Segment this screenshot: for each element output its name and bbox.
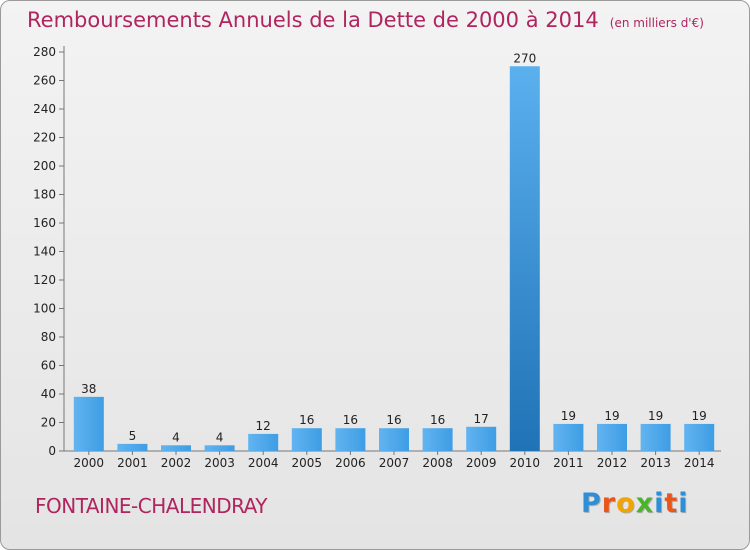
y-tick-label: 120: [33, 273, 56, 287]
bar-value-label: 16: [430, 413, 445, 427]
chart-axes: 0 20 40 60 80 100 120 140 160 180 200 220 240 260 280 2…: [33, 45, 721, 470]
logo-letter: P: [581, 488, 602, 519]
x-tick-label: 2013: [640, 456, 671, 470]
y-tick-label: 280: [33, 45, 56, 59]
bar-2004[interactable]: [248, 433, 279, 451]
bar-value-label: 17: [474, 412, 489, 426]
bar-value-label: 16: [299, 413, 314, 427]
bar-value-label: 4: [216, 430, 224, 444]
y-tick-label: 140: [33, 245, 56, 259]
bar-2002[interactable]: [161, 445, 191, 451]
logo-letter: r: [601, 488, 617, 519]
y-tick-label: 40: [41, 387, 56, 401]
y-tick-label: 160: [33, 216, 56, 230]
chart-unit: (en milliers d'€): [609, 16, 704, 30]
bar-2010[interactable]: [509, 66, 540, 451]
chart-labels: 38 5 4 4 12 16 16 16 16 17 270 19 19 19 19: [81, 51, 707, 444]
x-tick-label: 2005: [292, 456, 323, 470]
x-tick-label: 2006: [335, 456, 366, 470]
bar-value-label: 4: [172, 430, 180, 444]
logo-letter: x: [635, 488, 655, 519]
bar-2014[interactable]: [684, 423, 715, 451]
bar-value-label: 16: [343, 413, 358, 427]
bar-value-label: 38: [81, 382, 96, 396]
x-tick-label: 2008: [422, 456, 453, 470]
logo-letter: i: [678, 488, 689, 519]
bar-2013[interactable]: [640, 423, 671, 451]
y-tick-label: 180: [33, 188, 56, 202]
chart-title-text: Remboursements Annuels de la Dette de 20…: [27, 8, 599, 32]
proxiti-logo[interactable]: Proxiti: [581, 488, 689, 519]
x-tick-label: 2010: [510, 456, 541, 470]
bar-2005[interactable]: [291, 428, 322, 451]
commune-name: FONTAINE-CHALENDRAY: [35, 494, 268, 518]
bar-2008[interactable]: [422, 428, 453, 451]
x-tick-label: 2012: [597, 456, 628, 470]
bar-2001[interactable]: [117, 443, 148, 451]
bar-value-label: 5: [129, 429, 137, 443]
x-tick-label: 2001: [117, 456, 148, 470]
chart-bars: [73, 66, 715, 451]
y-tick-label: 220: [33, 131, 56, 145]
x-tick-label: 2000: [74, 456, 105, 470]
logo-letter: o: [616, 488, 636, 519]
chart-title: Remboursements Annuels de la Dette de 20…: [27, 8, 704, 32]
bar-value-label: 16: [386, 413, 401, 427]
logo-letter: t: [664, 488, 679, 519]
bar-2011[interactable]: [553, 423, 584, 451]
bar-value-label: 19: [648, 409, 663, 423]
bar-2007[interactable]: [379, 428, 409, 451]
x-tick-label: 2007: [379, 456, 410, 470]
y-tick-label: 260: [33, 74, 56, 88]
bar-value-label: 270: [513, 51, 536, 65]
y-tick-label: 80: [41, 330, 56, 344]
bar-value-label: 19: [561, 409, 576, 423]
x-tick-label: 2002: [161, 456, 192, 470]
y-tick-label: 0: [48, 444, 56, 458]
y-tick-label: 240: [33, 102, 56, 116]
bar-value-label: 12: [256, 419, 271, 433]
bar-2009[interactable]: [466, 426, 497, 451]
bar-2000[interactable]: [73, 396, 104, 451]
bar-value-label: 19: [692, 409, 707, 423]
x-tick-label: 2003: [204, 456, 235, 470]
bar-2003[interactable]: [204, 445, 235, 451]
bar-2006[interactable]: [335, 428, 366, 451]
y-tick-label: 60: [41, 359, 56, 373]
y-tick-label: 100: [33, 302, 56, 316]
logo-letter: i: [654, 488, 665, 519]
bar-value-label: 19: [604, 409, 619, 423]
x-tick-label: 2009: [466, 456, 497, 470]
x-tick-label: 2014: [684, 456, 715, 470]
y-tick-label: 200: [33, 159, 56, 173]
x-tick-label: 2011: [553, 456, 584, 470]
bar-2012[interactable]: [597, 423, 627, 451]
y-tick-label: 20: [41, 416, 56, 430]
x-tick-label: 2004: [248, 456, 279, 470]
